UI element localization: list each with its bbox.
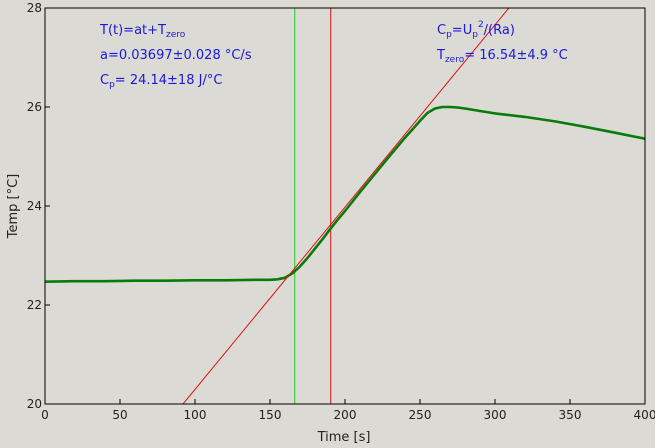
temperature-series-line [45,105,645,283]
y-tick-label: 20 [27,397,42,411]
x-tick-label: 400 [634,408,655,422]
y-tick-label: 26 [27,100,42,114]
x-axis-title: Time [s] [317,430,371,445]
t-zero-label: Tzero= 16.54±4.9 °C [436,48,568,65]
plot-frame [44,7,646,405]
x-tick-label: 100 [184,408,207,422]
x-tick-label: 250 [409,408,432,422]
y-tick-label: 22 [27,298,42,312]
x-tick-label: 0 [41,408,49,422]
x-tick-label: 150 [259,408,282,422]
y-tick-label: 24 [27,199,42,213]
x-tick-label: 300 [484,408,507,422]
y-tick-label: 28 [27,1,42,15]
y-axis-title: Temp [°C] [6,174,21,240]
x-tick-label: 350 [559,408,582,422]
x-tick-label: 50 [112,408,127,422]
series-layer [45,8,645,404]
slope-label: a=0.03697±0.028 °C/s [100,48,252,63]
heat-capacity-label: Cp= 24.14±18 J/°C [100,73,222,90]
fit-equation-label: T(t)=at+Tzero [99,23,186,40]
linear-fit-line [182,8,510,404]
heat-capacity-formula-label: Cp=Up2/(Ra) [437,20,515,40]
x-tick-label: 200 [334,408,357,422]
